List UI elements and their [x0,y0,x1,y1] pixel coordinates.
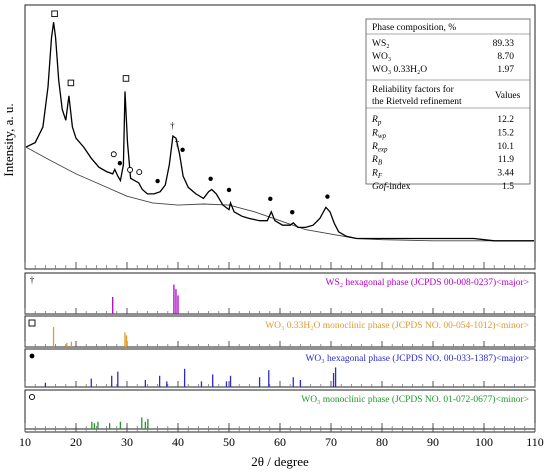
reference-panel: WO₃ hexagonal phase (JCPDS NO. 00-033-13… [24,348,536,388]
phase-name: WO₃ [372,52,391,62]
reference-phase-label: WO₃ hexagonal phase (JCPDS NO. 00-033-13… [305,353,529,364]
factor-symbol: R [371,115,378,125]
dagger-marker: † [30,275,35,285]
factor-name: Rexp [371,142,388,154]
filled-circle-marker [226,187,232,193]
open-square-marker [67,79,75,87]
factor-symbol: Gof [372,181,388,192]
x-tick-label: 90 [427,435,439,449]
dagger-marker: † [175,138,180,148]
open-square-marker [122,75,130,82]
pattern-peak-markers: †† [51,10,330,215]
filled-circle-marker [290,210,295,215]
filled-circle-marker [268,196,273,202]
open-circle-marker [136,169,143,176]
filled-circle-marker [180,147,185,152]
x-tick-label: 10 [19,435,31,449]
factor-name: Rwp [371,128,386,140]
factor-value: 3.44 [497,169,514,179]
factor-subscript: B [378,159,383,167]
filled-circle-marker [325,194,330,199]
open-circle-marker [28,393,36,401]
diffraction-pattern-line [25,22,534,242]
values-header: Values [495,91,521,101]
factor-symbol: R [371,155,378,165]
factor-value: 1.5 [502,182,514,192]
x-tick-label: 80 [376,435,388,449]
phase-name: WO₃ 0.33H₂O [372,65,427,75]
pattern-panel-ticks [24,262,536,269]
phase-composition-header: Phase composition, % [372,23,456,33]
x-tick-label: 20 [70,435,82,449]
factor-value: 12.2 [497,115,514,125]
reference-phase-label: WO₃ 0.33H₂O monoclinic phase (JCPDS NO. … [265,320,529,331]
y-axis-label: Intensity, a. u. [1,103,16,176]
reliability-header-line1: Reliability factors for [372,84,455,95]
background-curve [25,146,534,242]
reference-panel: WO₃ 0.33H₂O monoclinic phase (JCPDS NO. … [24,315,536,348]
filled-circle-marker [29,353,35,359]
factor-name: RB [371,155,383,167]
reference-phase-label: WS₂ hexagonal phase (JCPDS 00-008-0237)<… [326,277,529,288]
factor-subscript: wp [378,132,387,140]
x-tick-label: 110 [526,435,544,449]
phase-value: 8.70 [497,52,514,62]
factor-name: Rp [371,115,382,127]
x-tick-label: 50 [223,435,235,449]
reference-phase-label: WO₃ monoclinic phase (JCPDS NO. 01-072-0… [301,394,529,405]
xrd-pattern-panel: †† [24,4,536,270]
table-frame [365,18,531,185]
phase-value: 89.33 [493,39,515,49]
filled-circle-marker [155,178,160,184]
x-tick-label: 30 [121,435,133,449]
reliability-header-line2: the Rietveld refinement [372,96,462,107]
open-square-marker [28,319,36,327]
x-tick-label: 40 [172,435,184,449]
factor-symbol: R [371,142,378,152]
x-tick-label: 100 [475,435,493,449]
dagger-marker: † [170,120,175,130]
reference-panel: † WS₂ hexagonal phase (JCPDS 00-008-0237)… [24,272,536,315]
factor-subscript: exp [378,145,388,153]
phase-value: 1.97 [497,65,514,75]
filled-circle-marker [117,160,123,166]
factor-subscript: p [377,119,382,127]
x-axis-ticks [24,426,536,433]
x-axis-label: 2θ / degree [251,454,309,469]
x-tick-label: 70 [325,435,337,449]
open-circle-marker [127,166,134,173]
factor-symbol: R [371,128,378,138]
factor-suffix: -index [386,182,411,192]
factor-value: 11.9 [498,155,515,165]
open-square-marker [51,10,58,18]
factor-name: Gof-index [372,181,411,192]
open-circle-marker [110,151,117,158]
x-axis: 10 20 30 40 50 60 70 80 90 100 110 2θ / degree [19,426,544,469]
refinement-table: Phase composition, % WS₂ 89.33 WO₃ 8.70 WO₃ … [365,18,531,192]
factor-subscript: F [377,172,383,180]
phase-rows: WS₂ 89.33 WO₃ 8.70 WO₃ 0.33H₂O 1.97 [372,39,514,75]
phase-name: WS₂ [372,39,390,49]
factor-name: RF [371,169,383,181]
filled-circle-marker [208,176,213,181]
factor-value: 15.2 [497,128,514,138]
x-axis-tick-labels: 10 20 30 40 50 60 70 80 90 100 110 [19,435,544,449]
x-tick-label: 60 [274,435,286,449]
factor-value: 10.1 [497,142,514,152]
reference-panel: WO₃ monoclinic phase (JCPDS NO. 01-072-0… [24,389,536,430]
reference-phase-panels: † WS₂ hexagonal phase (JCPDS 00-008-0237)… [24,272,536,430]
factor-symbol: R [371,169,378,179]
